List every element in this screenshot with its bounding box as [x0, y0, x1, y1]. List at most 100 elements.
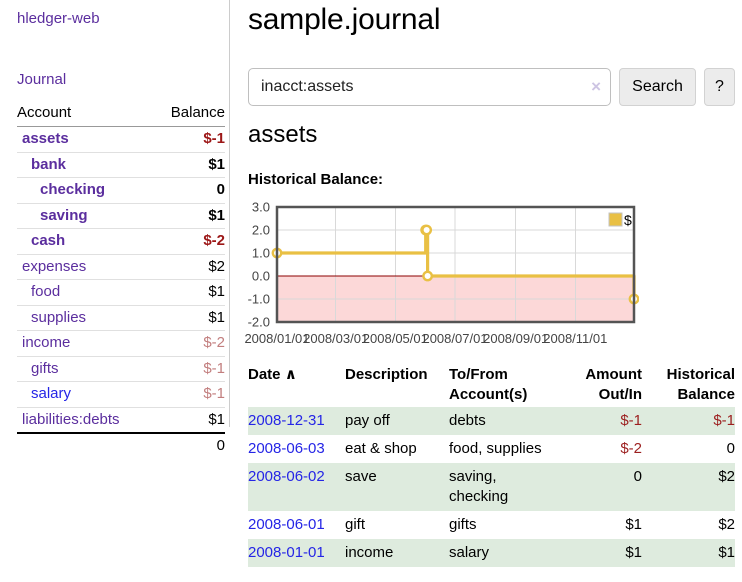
- account-link[interactable]: checking: [40, 181, 106, 198]
- account-link[interactable]: saving: [40, 206, 88, 224]
- account-row: cash $-2: [17, 228, 225, 254]
- accounts-col-balance: Balance: [153, 102, 225, 127]
- account-balance: 0: [153, 177, 225, 203]
- chart-title: Historical Balance:: [248, 171, 384, 188]
- account-balance: $-2: [153, 228, 225, 254]
- transaction-date-link[interactable]: 2008-06-02: [248, 468, 325, 485]
- account-link[interactable]: salary: [31, 385, 72, 402]
- account-balance: $1: [153, 151, 225, 178]
- account-balance: $1: [153, 304, 225, 331]
- transaction-date-link[interactable]: 2008-12-31: [248, 412, 325, 429]
- account-row: income $-2: [17, 330, 225, 356]
- transaction-amount: $1: [625, 516, 642, 533]
- sidebar: hledger-web Journal Account Balance asse…: [0, 0, 230, 457]
- clear-search-icon[interactable]: ×: [591, 77, 601, 96]
- svg-text:-1.0: -1.0: [248, 292, 270, 307]
- search-button[interactable]: Search: [619, 68, 696, 106]
- account-row: bank $1: [17, 151, 225, 178]
- register-col-balance: Historical Balance: [666, 366, 735, 403]
- transaction-description: income: [345, 539, 449, 567]
- account-link[interactable]: food: [31, 283, 61, 300]
- account-row: salary $-1: [17, 381, 225, 407]
- account-link[interactable]: gifts: [31, 359, 59, 377]
- account-link[interactable]: bank: [31, 155, 67, 173]
- historical-balance-chart: $3.0 2.0 1.0 0.0 -1.0 -2.02008/01/012008/03/0…: [244, 202, 639, 346]
- svg-text:2008/01/01: 2008/01/01: [244, 331, 309, 346]
- account-balance: $1: [153, 202, 225, 229]
- svg-text:0.0: 0.0: [252, 269, 270, 284]
- account-link[interactable]: expenses: [22, 257, 87, 275]
- transaction-description: eat & shop: [345, 440, 417, 457]
- svg-text:3.0: 3.0: [252, 202, 270, 215]
- svg-text:1.0: 1.0: [252, 246, 270, 261]
- account-balance: $-1: [153, 355, 225, 382]
- account-row: food $1: [17, 279, 225, 305]
- page-title: sample.journal: [248, 3, 441, 36]
- register-row: 2008-06-02 save saving, checking 0 $2: [248, 463, 735, 511]
- nav-journal-link[interactable]: Journal: [17, 71, 67, 88]
- accounts-col-account: Account: [17, 102, 154, 127]
- transaction-description: save: [345, 463, 449, 511]
- transaction-balance: 0: [726, 440, 735, 457]
- main-content: sample.journal × Search ? assets Histori…: [244, 0, 742, 567]
- accounts-total-row: 0: [17, 432, 225, 457]
- svg-text:2008/05/01: 2008/05/01: [363, 331, 428, 346]
- register-row: 2008-06-01 gift gifts $1 $2: [248, 511, 735, 539]
- account-row: saving $1: [17, 202, 225, 229]
- account-balance: $1: [153, 279, 225, 305]
- account-link[interactable]: cash: [31, 232, 66, 249]
- search-form: × Search ?: [248, 68, 735, 106]
- brand-link[interactable]: hledger-web: [17, 10, 100, 27]
- transaction-amount: $1: [572, 539, 642, 567]
- register-row: 2008-06-03 eat & shop food, supplies $-2 0: [248, 435, 735, 463]
- register-row: 2008-01-01 income salary $1 $1: [248, 539, 735, 567]
- svg-text:2008/11/01: 2008/11/01: [543, 331, 607, 346]
- transaction-accounts: saving, checking: [449, 463, 572, 511]
- account-link[interactable]: assets: [22, 130, 69, 147]
- transaction-accounts: gifts: [449, 516, 477, 533]
- transaction-amount: 0: [572, 463, 642, 511]
- transaction-accounts: salary: [449, 539, 572, 567]
- svg-text:-2.0: -2.0: [248, 315, 270, 330]
- register-col-accounts: To/From Account(s): [449, 366, 528, 403]
- transaction-balance: $2: [718, 516, 735, 533]
- transaction-description: gift: [345, 516, 366, 533]
- account-balance: $-2: [153, 330, 225, 356]
- transaction-date-cell: 2008-06-03: [248, 435, 345, 463]
- register-row: 2008-12-31 pay off debts $-1 $-1: [248, 407, 735, 435]
- sort-asc-icon: ∧: [284, 366, 297, 383]
- account-row: expenses $2: [17, 253, 225, 280]
- help-button[interactable]: ?: [704, 68, 735, 106]
- register-table: Date ∧ Description To/From Account(s) Am…: [248, 363, 735, 567]
- transaction-balance: $1: [642, 539, 735, 567]
- svg-text:2008/09/01: 2008/09/01: [483, 331, 548, 346]
- transaction-date-cell: 2008-01-01: [248, 539, 345, 567]
- transaction-description: pay off: [345, 407, 449, 435]
- register-col-date[interactable]: Date ∧: [248, 366, 297, 383]
- transaction-date-link[interactable]: 2008-01-01: [248, 544, 325, 561]
- svg-text:2.0: 2.0: [252, 223, 270, 238]
- account-row: checking 0: [17, 177, 225, 203]
- transaction-amount: $-2: [620, 440, 642, 457]
- transaction-date-cell: 2008-06-01: [248, 511, 345, 539]
- account-link[interactable]: liabilities:debts: [22, 410, 120, 428]
- register-col-description: Description: [345, 366, 428, 383]
- account-row: liabilities:debts $1: [17, 406, 225, 433]
- accounts-total-value: 0: [153, 432, 225, 457]
- transaction-date-link[interactable]: 2008-06-03: [248, 440, 325, 457]
- transaction-date-link[interactable]: 2008-06-01: [248, 516, 325, 533]
- transaction-accounts: debts: [449, 407, 572, 435]
- transaction-amount: $-1: [572, 407, 642, 435]
- svg-text:2008/03/01: 2008/03/01: [303, 331, 368, 346]
- account-balance: $-1: [153, 381, 225, 407]
- account-link[interactable]: income: [22, 334, 71, 351]
- account-row: supplies $1: [17, 304, 225, 331]
- transaction-balance: $2: [642, 463, 735, 511]
- accounts-table: Account Balance assets $-1 bank $1 checking 0…: [17, 102, 225, 457]
- transaction-date-cell: 2008-06-02: [248, 463, 345, 511]
- search-input[interactable]: [248, 68, 611, 106]
- account-link[interactable]: supplies: [31, 308, 87, 326]
- account-heading: assets: [248, 121, 318, 148]
- transaction-date-cell: 2008-12-31: [248, 407, 345, 435]
- legend-label: $: [624, 212, 632, 228]
